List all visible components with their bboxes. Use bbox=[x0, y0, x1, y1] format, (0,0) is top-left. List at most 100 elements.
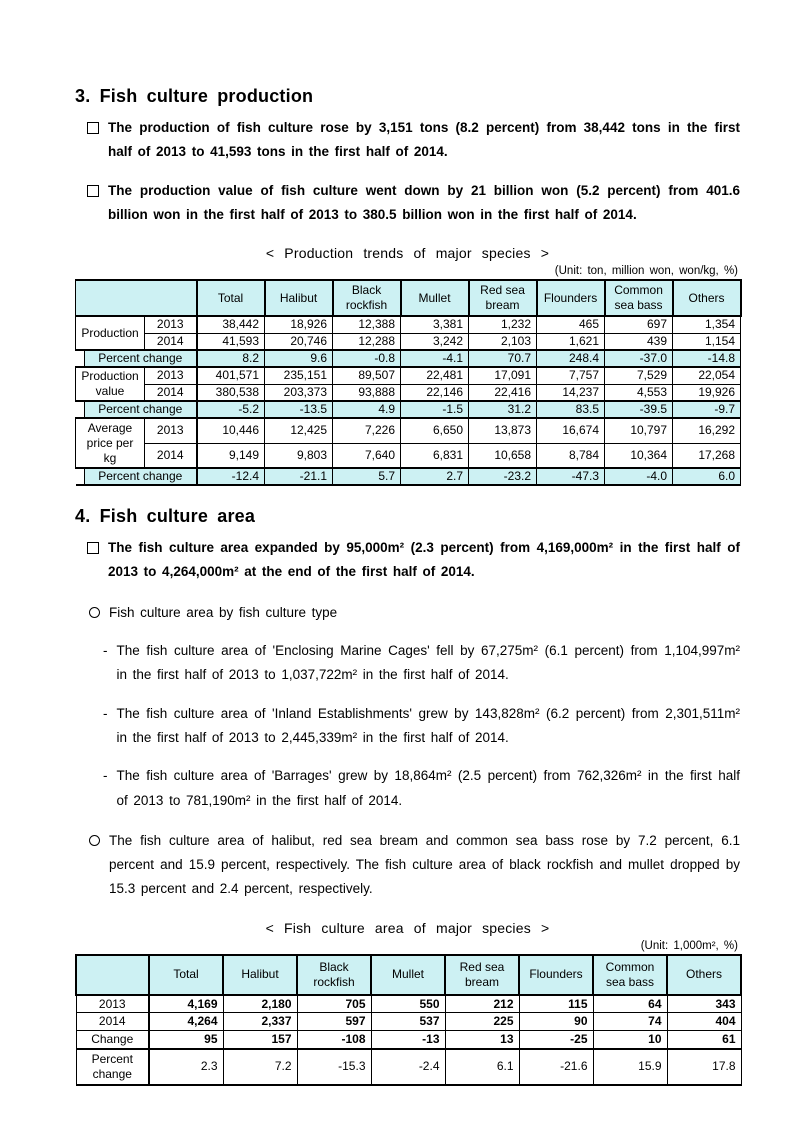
table-cell: 17.8 bbox=[666, 1047, 742, 1086]
table-cell: 8,784 bbox=[536, 442, 606, 469]
table-cell: 15.9 bbox=[592, 1047, 668, 1086]
column-header: Total bbox=[148, 953, 224, 996]
square-bullet-icon bbox=[87, 184, 99, 197]
table-cell: 9.6 bbox=[264, 349, 334, 369]
paragraph-text: Fish culture area by fish culture type bbox=[109, 604, 338, 620]
table-cell: 70.7 bbox=[468, 349, 538, 369]
table-cell: 16,292 bbox=[672, 417, 742, 444]
circle-bullet-paragraph: The fish culture area of halibut, red se… bbox=[89, 829, 740, 902]
table-cell: 212 bbox=[444, 994, 520, 1014]
table-cell: 115 bbox=[518, 994, 594, 1014]
table-cell: 83.5 bbox=[536, 400, 606, 420]
section-4-paragraph-1: The fish culture area expanded by 95,000… bbox=[87, 536, 740, 585]
column-header: Red sea bream bbox=[467, 279, 538, 318]
dash-paragraph: - The fish culture area of 'Barrages' gr… bbox=[103, 764, 740, 813]
circle-bullet-icon bbox=[89, 834, 100, 846]
table-cell: 705 bbox=[296, 994, 372, 1014]
table-row: 2014 41,593 20,746 12,288 3,242 2,103 1,… bbox=[76, 332, 742, 351]
table-cell: -13 bbox=[370, 1030, 446, 1050]
table-cell: 225 bbox=[444, 1012, 520, 1032]
percent-change-row: Percent change -12.4 -21.1 5.7 2.7 -23.2… bbox=[75, 467, 742, 487]
paragraph-text: The fish culture area of halibut, red se… bbox=[109, 832, 740, 897]
paragraph-text: The fish culture area of 'Inland Establi… bbox=[116, 705, 741, 745]
year-label: 2014 bbox=[143, 332, 198, 351]
year-label: 2014 bbox=[143, 442, 198, 469]
table-cell: 3,242 bbox=[400, 332, 470, 351]
row-label: Change bbox=[75, 1030, 150, 1050]
year-label: 2013 bbox=[143, 417, 198, 444]
table-cell: 2.3 bbox=[148, 1047, 224, 1086]
table-cell: 1,232 bbox=[468, 315, 538, 334]
table-cell: 12,288 bbox=[332, 332, 402, 351]
table-cell: 157 bbox=[222, 1030, 298, 1050]
table-cell: 13,873 bbox=[468, 417, 538, 444]
table-row: Change 95 157 -108 -13 13 -25 10 61 bbox=[75, 1030, 742, 1050]
table-row: Production 2013 38,442 18,926 12,388 3,3… bbox=[75, 315, 742, 351]
table-cell: 10,658 bbox=[468, 442, 538, 469]
row-label: 2014 bbox=[75, 1012, 150, 1032]
production-trends-table: Total Halibut Black rockfish Mullet Red … bbox=[74, 279, 742, 487]
paragraph-text: The fish culture area expanded by 95,000… bbox=[108, 540, 740, 580]
table-cell: 17,091 bbox=[468, 366, 538, 385]
table-cell: 550 bbox=[370, 994, 446, 1014]
dash-bullet-icon: - bbox=[103, 705, 108, 721]
table-cell: 6.0 bbox=[672, 467, 742, 487]
percent-change-label: Percent change bbox=[83, 467, 198, 487]
year-label: 2014 bbox=[143, 383, 198, 402]
table-cell: -1.5 bbox=[400, 400, 470, 420]
table-row: Production value 2013 401,571 235,151 89… bbox=[75, 366, 742, 402]
table-cell: 95 bbox=[148, 1030, 224, 1050]
table-cell: 2,103 bbox=[468, 332, 538, 351]
area-table-title: < Fish culture area of major species > bbox=[265, 919, 550, 936]
table-header-row: Total Halibut Black rockfish Mullet Red … bbox=[75, 953, 742, 996]
table-cell: 89,507 bbox=[332, 366, 402, 385]
table-cell: -4.0 bbox=[604, 467, 674, 487]
year-label: 2013 bbox=[143, 315, 198, 334]
column-header: Flounders bbox=[518, 953, 594, 996]
table-cell: 20,746 bbox=[264, 332, 334, 351]
square-bullet-icon bbox=[87, 542, 99, 555]
table-cell: -13.5 bbox=[264, 400, 334, 420]
table-cell: -12.4 bbox=[196, 467, 266, 487]
table-cell: 93,888 bbox=[332, 383, 402, 402]
table-row: 2014 4,264 2,337 597 537 225 90 74 404 bbox=[75, 1012, 742, 1032]
table-cell: 7,226 bbox=[332, 417, 402, 444]
table-cell: 5.7 bbox=[332, 467, 402, 487]
table-cell: 22,481 bbox=[400, 366, 470, 385]
table-cell: -15.3 bbox=[296, 1047, 372, 1086]
table-header-row: Total Halibut Black rockfish Mullet Red … bbox=[74, 279, 742, 318]
column-header: Others bbox=[671, 279, 742, 318]
column-header: Mullet bbox=[399, 279, 470, 318]
column-header: Flounders bbox=[535, 279, 606, 318]
table-cell: 22,416 bbox=[468, 383, 538, 402]
percent-change-label: Percent change bbox=[83, 400, 198, 420]
table-cell: 1,621 bbox=[536, 332, 606, 351]
table-cell: 19,926 bbox=[672, 383, 742, 402]
table-row: Average price per kg 2013 10,446 12,425 … bbox=[75, 417, 742, 469]
row-label: 2013 bbox=[75, 994, 150, 1014]
column-header: Black rockfish bbox=[331, 279, 402, 318]
empty-header-cell bbox=[75, 953, 150, 996]
percent-change-row: Percent change 8.2 9.6 -0.8 -4.1 70.7 24… bbox=[75, 349, 742, 369]
indent-cell bbox=[75, 349, 85, 369]
table-cell: 3,381 bbox=[400, 315, 470, 334]
column-header: Others bbox=[666, 953, 742, 996]
table-cell: 8.2 bbox=[196, 349, 266, 369]
table-cell: 38,442 bbox=[196, 315, 266, 334]
table-cell: 597 bbox=[296, 1012, 372, 1032]
table-cell: 17,268 bbox=[672, 442, 742, 469]
dash-bullet-icon: - bbox=[103, 768, 108, 784]
table-cell: -47.3 bbox=[536, 467, 606, 487]
row-group-label: Average price per kg bbox=[75, 417, 145, 469]
paragraph-text: The production value of fish culture wen… bbox=[108, 182, 740, 222]
table-cell: -21.6 bbox=[518, 1047, 594, 1086]
table-cell: 7.2 bbox=[222, 1047, 298, 1086]
table-cell: 6.1 bbox=[444, 1047, 520, 1086]
circle-bullet-icon bbox=[89, 606, 100, 618]
fish-culture-area-table: Total Halibut Black rockfish Mullet Red … bbox=[75, 953, 742, 1086]
table-cell: -23.2 bbox=[468, 467, 538, 487]
table-cell: -4.1 bbox=[400, 349, 470, 369]
table-cell: -5.2 bbox=[196, 400, 266, 420]
percent-change-row: Percent change 2.3 7.2 -15.3 -2.4 6.1 -2… bbox=[75, 1047, 742, 1086]
table-cell: 6,831 bbox=[400, 442, 470, 469]
